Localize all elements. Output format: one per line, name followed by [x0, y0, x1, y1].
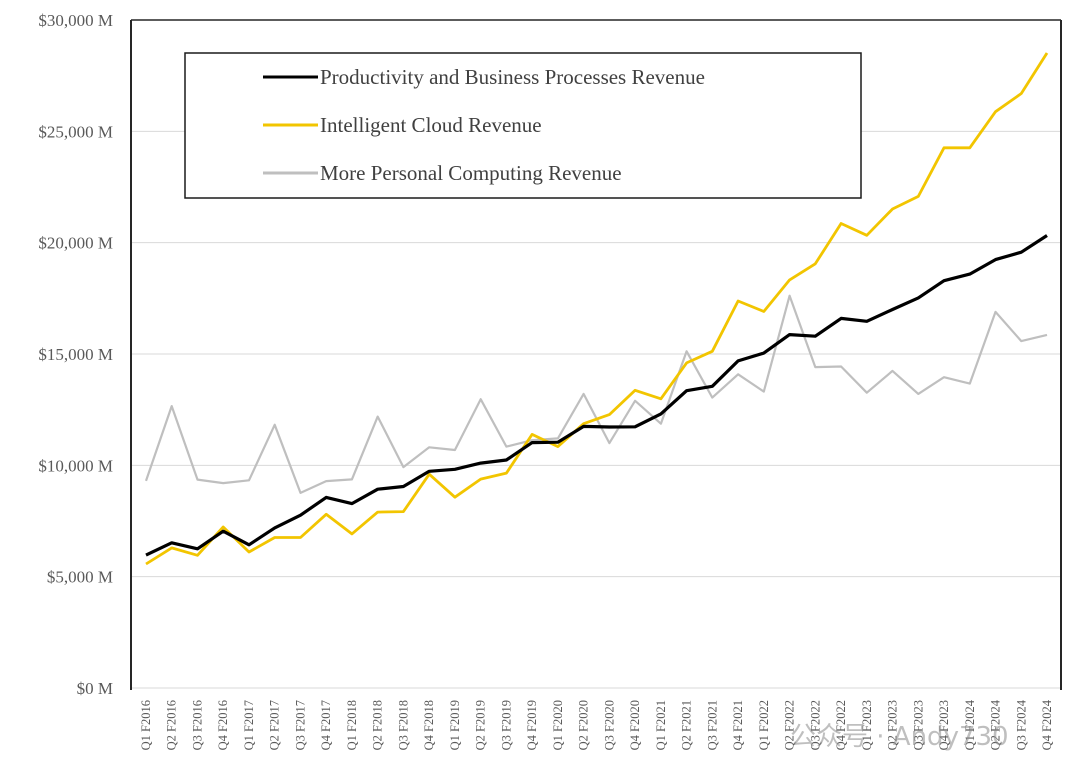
x-tick-label: Q2 F2017 — [268, 700, 282, 750]
gridlines — [131, 130, 1061, 689]
y-axis-tick-labels: $0 M $5,000 M $10,000 M $15,000 M $20,000 M $… — [38, 11, 113, 698]
y-tick-label: $5,000 M — [47, 568, 113, 587]
x-tick-label: Q2 F2018 — [371, 700, 385, 750]
x-tick-label: Q4 F2016 — [216, 700, 230, 750]
x-tick-label: Q2 F2016 — [165, 700, 179, 750]
y-tick-label: $0 M — [77, 679, 113, 698]
legend-label-more-personal-computing: More Personal Computing Revenue — [320, 161, 622, 185]
x-tick-label: Q3 F2023 — [911, 700, 925, 750]
x-tick-label: Q3 F2020 — [602, 700, 616, 750]
legend-label-productivity: Productivity and Business Processes Reve… — [320, 65, 705, 89]
x-tick-label: Q3 F2021 — [705, 700, 719, 750]
legend: Productivity and Business Processes Reve… — [184, 52, 862, 199]
series-line-intelligent-cloud — [145, 52, 1049, 566]
x-tick-label: Q4 F2023 — [937, 700, 951, 750]
x-tick-label: Q1 F2022 — [757, 700, 771, 750]
x-tick-label: Q1 F2024 — [963, 699, 977, 750]
x-tick-label: Q1 F2019 — [448, 700, 462, 750]
series-lines — [144, 52, 1049, 566]
y-tick-label: $20,000 M — [38, 234, 113, 253]
watermark-text: 公众号 · Andy730 — [790, 722, 1009, 752]
x-tick-label: Q2 F2022 — [783, 700, 797, 750]
x-tick-label: Q1 F2023 — [860, 700, 874, 750]
x-tick-label: Q1 F2020 — [551, 700, 565, 750]
x-tick-label: Q2 F2019 — [474, 700, 488, 750]
x-tick-label: Q2 F2021 — [680, 700, 694, 750]
x-tick-label: Q3 F2018 — [396, 700, 410, 750]
legend-item-intelligent-cloud: Intelligent Cloud Revenue — [263, 113, 542, 137]
y-tick-label: $25,000 M — [38, 122, 113, 141]
x-tick-label: Q4 F2017 — [319, 700, 333, 750]
x-tick-label: Q3 F2016 — [190, 700, 204, 750]
y-tick-label: $15,000 M — [38, 345, 113, 364]
x-tick-label: Q2 F2023 — [886, 700, 900, 750]
legend-label-intelligent-cloud: Intelligent Cloud Revenue — [320, 113, 542, 137]
legend-item-productivity: Productivity and Business Processes Reve… — [263, 65, 705, 89]
y-tick-label: $30,000 M — [38, 11, 113, 30]
x-tick-label: Q4 F2024 — [1040, 699, 1054, 750]
x-tick-label: Q2 F2020 — [577, 700, 591, 750]
y-tick-label: $10,000 M — [38, 456, 113, 475]
x-tick-label: Q1 F2018 — [345, 700, 359, 750]
x-tick-label: Q4 F2021 — [731, 700, 745, 750]
x-tick-label: Q1 F2021 — [654, 700, 668, 750]
x-tick-label: Q3 F2019 — [499, 700, 513, 750]
x-tick-label: Q3 F2024 — [1014, 699, 1028, 750]
x-tick-label: Q1 F2016 — [139, 700, 153, 750]
x-tick-label: Q2 F2024 — [989, 699, 1003, 750]
x-tick-label: Q4 F2018 — [422, 700, 436, 750]
x-tick-label: Q1 F2017 — [242, 700, 256, 750]
x-tick-label: Q4 F2019 — [525, 700, 539, 750]
x-tick-label: Q4 F2020 — [628, 700, 642, 750]
x-tick-label: Q3 F2022 — [808, 700, 822, 750]
x-tick-label: Q3 F2017 — [293, 700, 307, 750]
series-line-more-personal-computing — [144, 294, 1048, 494]
series-line-productivity — [145, 234, 1048, 557]
x-tick-label: Q4 F2022 — [834, 700, 848, 750]
legend-item-more-personal-computing: More Personal Computing Revenue — [263, 161, 622, 185]
x-axis-tick-labels: Q1 F2016 Q2 F2016 Q3 F2016 Q4 F2016 Q1 F2017… — [139, 699, 1054, 750]
